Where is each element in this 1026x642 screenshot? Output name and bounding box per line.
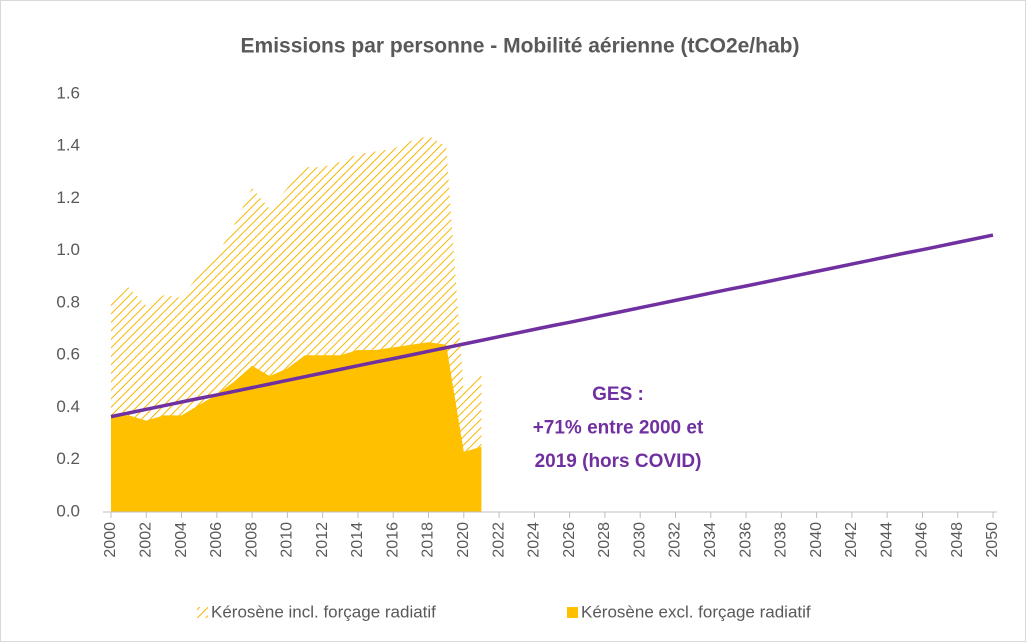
x-tick-label: 2042 [843,522,860,558]
area [111,342,482,512]
x-tick-label: 2046 [914,522,931,558]
x-tick-label: 2002 [137,522,154,558]
x-tick-label: 2040 [808,522,825,558]
x-tick-label: 2028 [596,522,613,558]
y-tick-label: 1.6 [56,83,80,102]
x-tick-label: 2026 [561,522,578,558]
legend-swatch [567,607,578,618]
y-tick-label: 0.0 [56,501,80,520]
x-tick-label: 2006 [208,522,225,558]
y-tick-label: 0.8 [56,292,80,311]
y-tick-label: 1.0 [56,240,80,259]
y-tick-label: 0.2 [56,449,80,468]
x-tick-label: 2048 [949,522,966,558]
x-tick-label: 2000 [102,522,119,558]
x-tick-label: 2010 [279,522,296,558]
x-tick-label: 2032 [667,522,684,558]
x-tick-label: 2050 [984,522,1001,558]
x-tick-label: 2024 [526,522,543,558]
x-tick-label: 2034 [702,522,719,558]
x-tick-label: 2038 [773,522,790,558]
y-tick-label: 0.4 [56,397,80,416]
chart-title: Emissions par personne - Mobilité aérien… [241,35,800,58]
legend-swatch [197,607,208,618]
x-tick-label: 2004 [173,522,190,558]
x-tick-label: 2020 [455,522,472,558]
x-tick-label: 2044 [878,522,895,558]
y-tick-label: 1.4 [56,136,80,155]
line [110,233,994,419]
x-tick-label: 2016 [384,522,401,558]
annotation: GES : [592,384,644,405]
annotation: +71% entre 2000 et [533,418,704,439]
x-tick-label: 2012 [314,522,331,558]
x-tick-label: 2018 [420,522,437,558]
legend-label: Kérosène excl. forçage radiatif [581,602,811,621]
x-tick-label: 2030 [631,522,648,558]
x-tick-label: 2036 [737,522,754,558]
x-tick-label: 2014 [349,522,366,558]
annotation: 2019 (hors COVID) [535,451,702,472]
x-tick-label: 2022 [490,522,507,558]
x-tick-label: 2008 [243,522,260,558]
y-tick-label: 1.2 [56,188,80,207]
legend-label: Kérosène incl. forçage radiatif [211,602,436,621]
y-tick-label: 0.6 [56,345,80,364]
